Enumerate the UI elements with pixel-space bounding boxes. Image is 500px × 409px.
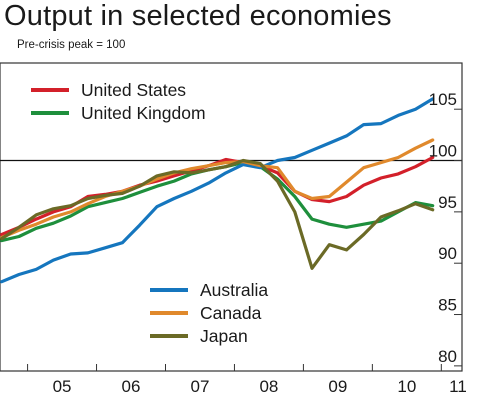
y-tick-label: 85 bbox=[438, 296, 457, 315]
x-axis: 05 06 07 08 09 10 11 bbox=[27, 364, 467, 396]
chart-subtitle: Pre-crisis peak = 100 bbox=[17, 39, 126, 51]
x-tick-label: 11 bbox=[449, 377, 467, 396]
y-axis: 80 85 90 95 100 105 bbox=[429, 90, 462, 367]
series-line-japan bbox=[0, 158, 435, 270]
legend-label-united-states: United States bbox=[81, 80, 186, 100]
x-tick-label: 08 bbox=[259, 377, 278, 396]
x-tick-label: 07 bbox=[191, 377, 210, 396]
series-layer bbox=[0, 97, 435, 284]
legend-label-australia: Australia bbox=[200, 280, 268, 300]
y-tick-label: 105 bbox=[429, 90, 457, 109]
y-tick-label: 80 bbox=[438, 347, 457, 366]
y-tick-label: 95 bbox=[438, 193, 457, 212]
series-line-australia bbox=[0, 97, 435, 284]
y-tick-label: 90 bbox=[438, 244, 457, 263]
chart-title: Output in selected economies bbox=[4, 0, 392, 32]
series-line-canada bbox=[0, 138, 435, 240]
legend-label-canada: Canada bbox=[200, 303, 262, 323]
legend-label-united-kingdom: United Kingdom bbox=[81, 103, 206, 123]
x-tick-label: 10 bbox=[397, 377, 416, 396]
legend: United States United Kingdom Australia Cana… bbox=[31, 80, 268, 346]
y-tick-label: 100 bbox=[429, 142, 457, 161]
x-tick-label: 05 bbox=[53, 377, 72, 396]
legend-label-japan: Japan bbox=[200, 326, 248, 346]
x-tick-label: 06 bbox=[122, 377, 141, 396]
x-tick-label: 09 bbox=[328, 377, 347, 396]
